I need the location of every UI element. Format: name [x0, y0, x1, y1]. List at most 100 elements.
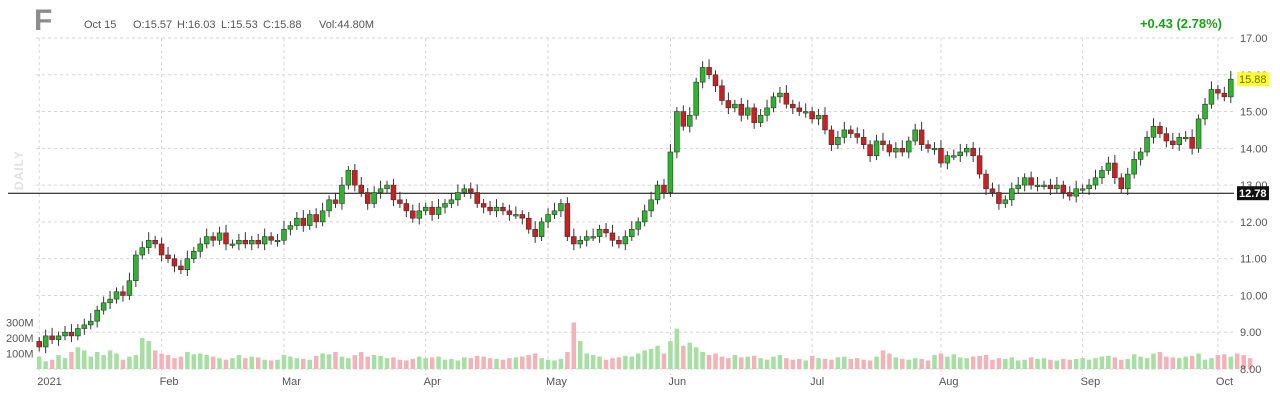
volume-bar	[809, 355, 815, 369]
candlestick	[1150, 118, 1157, 144]
volume-bar	[1067, 359, 1073, 369]
volume-bar	[1144, 358, 1150, 369]
candlestick	[203, 228, 210, 249]
candle-body	[822, 114, 828, 131]
volume-tick-label: 100M	[6, 349, 34, 361]
candlestick	[171, 254, 178, 273]
candlestick	[1086, 178, 1092, 196]
candle-body	[191, 251, 197, 259]
volume-bar	[919, 358, 924, 369]
candlestick	[905, 136, 912, 159]
candle-body	[113, 291, 120, 300]
candlestick	[49, 327, 55, 344]
volume-bar	[410, 358, 416, 369]
candlestick	[133, 250, 139, 287]
candle-body	[455, 192, 461, 201]
volume-bar	[159, 353, 164, 369]
candle-body	[777, 92, 783, 98]
candlestick	[815, 108, 822, 126]
volume-bar	[1196, 353, 1201, 369]
candlestick	[345, 165, 352, 190]
candlestick	[1182, 131, 1189, 142]
candlestick	[242, 232, 249, 249]
volume-bar	[590, 355, 596, 369]
volume-bar	[320, 353, 325, 369]
volume-bar	[693, 347, 699, 369]
candle-body	[75, 328, 81, 337]
candlestick	[577, 235, 584, 249]
volume-bar	[371, 355, 377, 369]
candle-body	[558, 203, 564, 212]
volume-bar	[932, 355, 937, 369]
volume-bar	[1125, 358, 1130, 369]
volume-bar	[784, 358, 789, 369]
candle-body	[963, 148, 970, 153]
candlestick	[1047, 178, 1054, 196]
candle-body	[94, 309, 100, 322]
candlestick	[493, 199, 500, 218]
volume-bar	[951, 354, 957, 369]
candle-body	[274, 239, 281, 243]
candle-body	[661, 184, 667, 193]
candlestick	[487, 200, 493, 216]
candlestick	[1176, 132, 1183, 151]
candle-body	[854, 133, 860, 138]
candlestick	[358, 177, 365, 197]
candlestick	[410, 204, 416, 223]
volume-bar	[1209, 358, 1214, 369]
candle-body	[1118, 177, 1125, 190]
volume-bar	[887, 353, 892, 369]
candlestick	[1015, 177, 1021, 194]
volume-bar	[333, 351, 338, 369]
volume-bar	[378, 355, 383, 369]
candle-body	[989, 188, 996, 193]
candlestick	[796, 101, 802, 116]
volume-bar	[739, 357, 744, 369]
candle-body	[738, 103, 745, 116]
x-tick-label: Aug	[939, 376, 959, 388]
candlestick	[841, 121, 848, 144]
candle-body	[145, 239, 152, 248]
candlestick	[468, 182, 474, 199]
candle-body	[996, 192, 1002, 204]
volume-bar	[719, 356, 725, 369]
candlestick	[158, 237, 165, 262]
timeframe-label: DAILY	[12, 150, 26, 190]
candle-body	[261, 236, 268, 245]
volume-bar	[114, 353, 119, 369]
candlestick	[674, 107, 680, 159]
candlestick	[983, 169, 989, 196]
x-tick-label: Sep	[1081, 376, 1101, 388]
candle-body	[68, 331, 75, 337]
candle-body	[326, 199, 332, 212]
volume-bar	[900, 358, 905, 369]
volume-bar	[474, 355, 480, 369]
volume-bar	[1202, 359, 1208, 369]
candlestick	[36, 337, 42, 352]
candlestick	[680, 105, 687, 131]
candle-body	[957, 151, 964, 156]
volume-bar	[1112, 357, 1118, 369]
candle-body	[319, 210, 326, 223]
volume-bar	[391, 357, 396, 369]
candle-body	[242, 239, 249, 245]
candlestick	[422, 202, 429, 216]
volume-bar	[416, 356, 422, 369]
volume-bar	[281, 355, 287, 369]
volume-bar	[1061, 358, 1066, 369]
volume-bar	[313, 355, 319, 369]
candle-body	[886, 144, 893, 153]
candle-body	[352, 170, 358, 186]
candlestick	[635, 217, 641, 236]
candlestick	[332, 193, 339, 208]
volume-bar	[1247, 358, 1253, 369]
candlestick	[313, 208, 319, 229]
volume-bar	[610, 358, 615, 369]
candlestick	[532, 221, 538, 243]
candle-body	[203, 236, 210, 245]
candle-body	[525, 217, 532, 230]
candle-body	[429, 206, 435, 215]
candlestick	[87, 313, 94, 330]
volume-bar	[494, 358, 499, 369]
